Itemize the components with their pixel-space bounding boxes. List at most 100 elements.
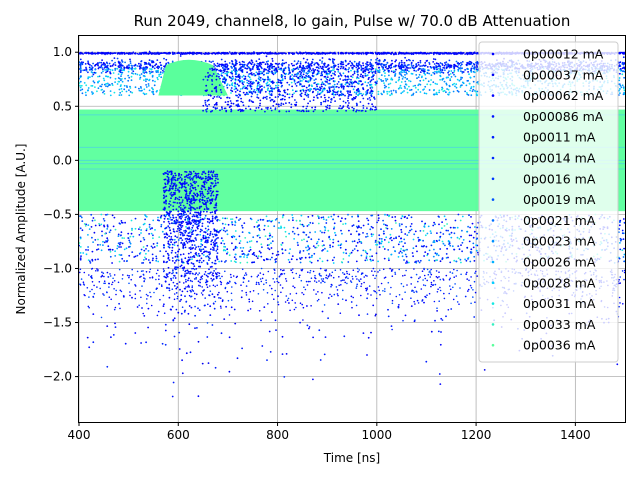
scatter-point [147,85,150,87]
scatter-point [114,61,116,64]
scatter-point [282,215,284,217]
scatter-point [415,91,418,93]
scatter-point [129,87,132,89]
scatter-point [89,67,92,70]
scatter-point [369,255,371,258]
scatter-point [418,68,421,70]
scatter-point [327,63,330,66]
scatter-point [445,61,448,63]
scatter-point [447,229,449,232]
scatter-point [117,233,120,236]
scatter-point [79,252,82,254]
scatter-point [222,229,225,232]
scatter-point [350,64,352,67]
scatter-point [455,53,458,56]
scatter-point [127,237,130,239]
scatter-point [128,76,131,79]
scatter-point [321,60,323,63]
scatter-point [220,260,223,263]
scatter-point [284,66,287,69]
scatter-point [432,71,435,74]
scatter-point [145,67,147,70]
scatter-point [428,52,431,55]
scatter-point [134,52,137,55]
scatter-point [465,259,468,262]
scatter-point [449,73,452,75]
scatter-point [461,215,464,218]
scatter-point [91,93,94,95]
scatter-point [143,72,146,74]
scatter-point [388,90,391,93]
scatter-point [148,226,151,228]
scatter-point [472,67,475,69]
scatter-point [297,72,299,74]
scatter-point [256,84,259,86]
scatter-point [109,53,112,55]
scatter-point [293,64,295,67]
scatter-point [414,230,417,233]
scatter-point [288,93,291,96]
scatter-point [118,253,121,256]
scatter-point [281,78,284,80]
scatter-point [380,78,382,81]
scatter-point [97,81,99,83]
scatter-point [138,62,140,65]
scatter-point [99,243,102,246]
scatter-point [446,88,448,90]
scatter-point [337,70,340,73]
scatter-point [131,66,134,69]
scatter-point [101,83,103,86]
scatter-point [382,70,385,73]
scatter-point [220,228,223,231]
scatter-point [303,238,305,241]
scatter-point [204,217,206,220]
scatter-point [228,254,231,257]
scatter-point [100,249,103,252]
scatter-point [620,86,623,89]
scatter-point [143,249,146,252]
scatter-point [448,59,451,62]
scatter-point [114,81,116,83]
scatter-point [130,219,133,222]
scatter-point [369,83,371,86]
scatter-point [157,260,160,263]
scatter-point [333,227,335,230]
scatter-point [432,255,435,258]
scatter-point [450,70,453,72]
scatter-point [419,60,422,62]
scatter-point [470,94,473,97]
scatter-point [387,86,390,89]
scatter-point [147,83,150,85]
scatter-point [621,70,624,73]
scatter-point [104,232,106,235]
scatter-point [284,230,287,233]
scatter-point [331,69,334,72]
scatter-point [365,257,368,259]
scatter-point [246,241,249,244]
scatter-point [469,89,471,92]
scatter-point [423,88,425,90]
scatter-point [397,256,400,258]
scatter-point [79,246,82,248]
scatter-point [111,248,114,251]
scatter-point [288,219,290,222]
scatter-point [466,246,469,249]
scatter-point [410,72,413,75]
scatter-point [123,237,125,240]
scatter-point [257,91,260,93]
scatter-point [242,247,245,249]
scatter-point [352,88,355,91]
scatter-point [406,78,409,80]
scatter-point [257,255,260,258]
scatter-point [459,64,462,67]
scatter-point [188,247,191,249]
scatter-point [100,65,103,68]
scatter-point [106,239,109,242]
scatter-point [97,87,100,90]
scatter-point [351,215,353,218]
scatter-point [451,245,454,248]
scatter-point [443,80,446,83]
scatter-point [79,86,82,89]
scatter-point [132,73,135,75]
scatter-point [387,257,390,260]
